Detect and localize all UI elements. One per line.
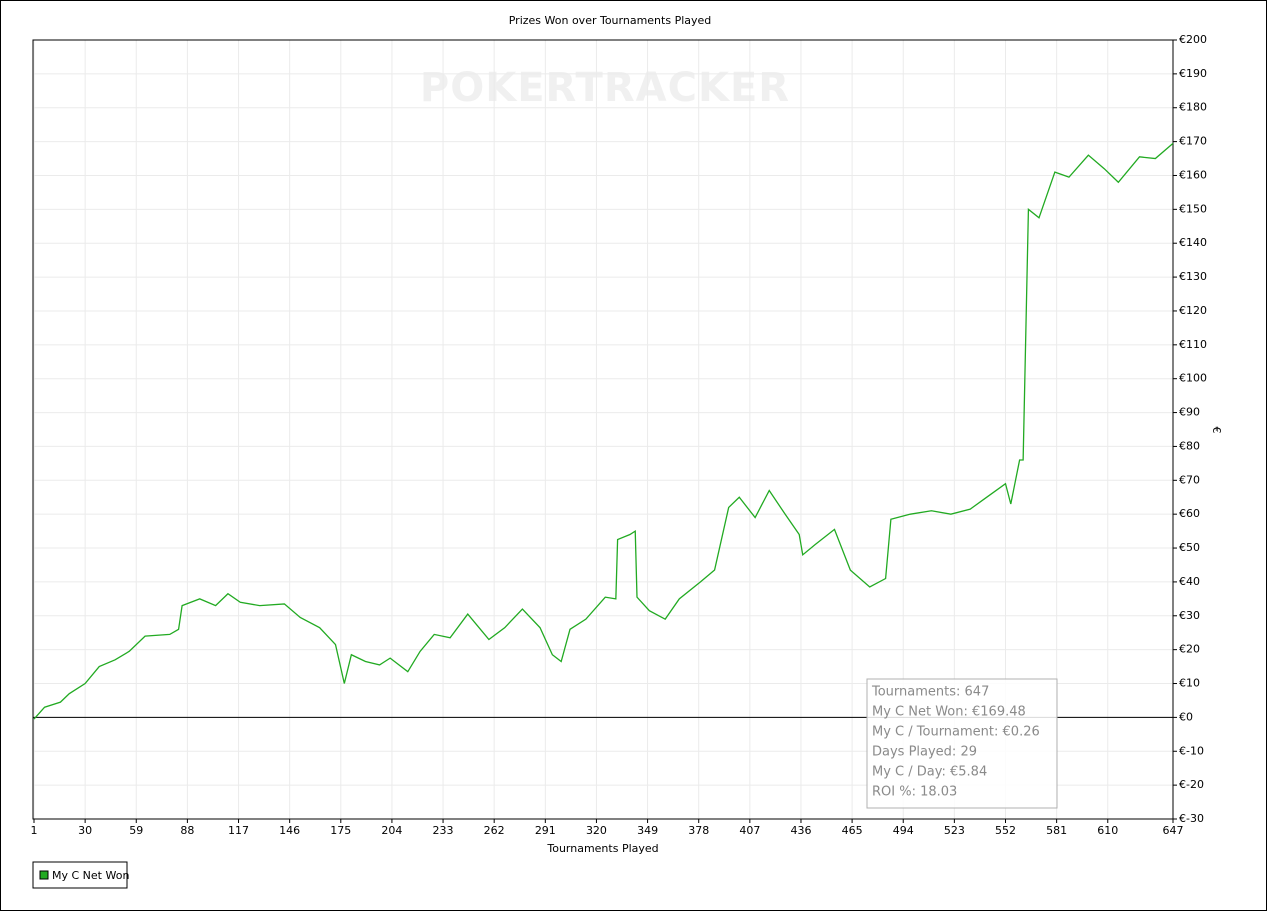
y-tick-label: €10 <box>1179 677 1200 690</box>
y-tick-label: €170 <box>1179 135 1207 148</box>
x-tick-label: 610 <box>1097 824 1118 837</box>
y-tick-label: €160 <box>1179 168 1207 181</box>
x-tick-label: 204 <box>381 824 402 837</box>
y-tick-label: €-20 <box>1179 778 1204 791</box>
x-tick-label: 647 <box>1163 824 1184 837</box>
y-tick-label: €30 <box>1179 609 1200 622</box>
x-tick-label: 88 <box>180 824 194 837</box>
x-axis-label: Tournaments Played <box>546 842 658 855</box>
y-tick-label: €190 <box>1179 67 1207 80</box>
stats-text: Days Played: 29 <box>872 745 977 760</box>
x-tick-label: 1 <box>31 824 38 837</box>
x-tick-label: 349 <box>637 824 658 837</box>
data-line <box>33 142 1174 720</box>
x-tick-label: 436 <box>790 824 811 837</box>
x-tick-label: 407 <box>739 824 760 837</box>
y-tick-label: €20 <box>1179 643 1200 656</box>
stats-box <box>866 678 1058 809</box>
stats-text: My C / Tournament: €0.26 <box>872 725 1040 740</box>
x-tick-label: 291 <box>535 824 556 837</box>
watermark: POKERTRACKER <box>420 65 790 111</box>
x-tick-label: 378 <box>688 824 709 837</box>
y-tick-label: €100 <box>1179 372 1207 385</box>
y-tick-label: €140 <box>1179 236 1207 249</box>
stats-text: Tournaments: 647 <box>871 685 989 700</box>
plot-border <box>32 39 1174 820</box>
x-tick-label: 523 <box>944 824 965 837</box>
y-tick-label: €-10 <box>1179 744 1204 757</box>
y-tick-label: €80 <box>1179 439 1200 452</box>
y-tick-label: €50 <box>1179 541 1200 554</box>
stats-text: My C / Day: €5.84 <box>872 765 987 780</box>
x-tick-label: 552 <box>995 824 1016 837</box>
x-tick-label: 146 <box>279 824 300 837</box>
x-tick-label: 117 <box>228 824 249 837</box>
y-tick-label: €70 <box>1179 473 1200 486</box>
x-tick-label: 581 <box>1046 824 1067 837</box>
x-tick-label: 465 <box>842 824 863 837</box>
x-tick-label: 30 <box>78 824 92 837</box>
y-tick-label: €60 <box>1179 507 1200 520</box>
y-tick-label: €110 <box>1179 338 1207 351</box>
legend-label: My C Net Won <box>52 869 129 882</box>
y-tick-label: €90 <box>1179 406 1200 419</box>
y-tick-label: €40 <box>1179 575 1200 588</box>
chart-title: Prizes Won over Tournaments Played <box>509 14 712 27</box>
x-tick-label: 233 <box>433 824 454 837</box>
y-tick-label: €120 <box>1179 304 1207 317</box>
y-tick-label: €150 <box>1179 202 1207 215</box>
y-axis-label: € <box>1210 427 1223 434</box>
y-tick-label: €130 <box>1179 270 1207 283</box>
x-tick-label: 320 <box>586 824 607 837</box>
x-tick-label: 494 <box>893 824 914 837</box>
x-tick-label: 262 <box>484 824 505 837</box>
legend-swatch <box>39 870 49 880</box>
y-tick-label: €-30 <box>1179 812 1204 825</box>
stats-text: ROI %: 18.03 <box>872 785 957 800</box>
y-tick-label: €180 <box>1179 101 1207 114</box>
x-tick-label: 175 <box>330 824 351 837</box>
legend-box <box>32 861 128 889</box>
y-tick-label: €0 <box>1179 710 1193 723</box>
y-tick-label: €200 <box>1179 33 1207 46</box>
x-tick-label: 59 <box>129 824 143 837</box>
stats-text: My C Net Won: €169.48 <box>872 705 1026 720</box>
